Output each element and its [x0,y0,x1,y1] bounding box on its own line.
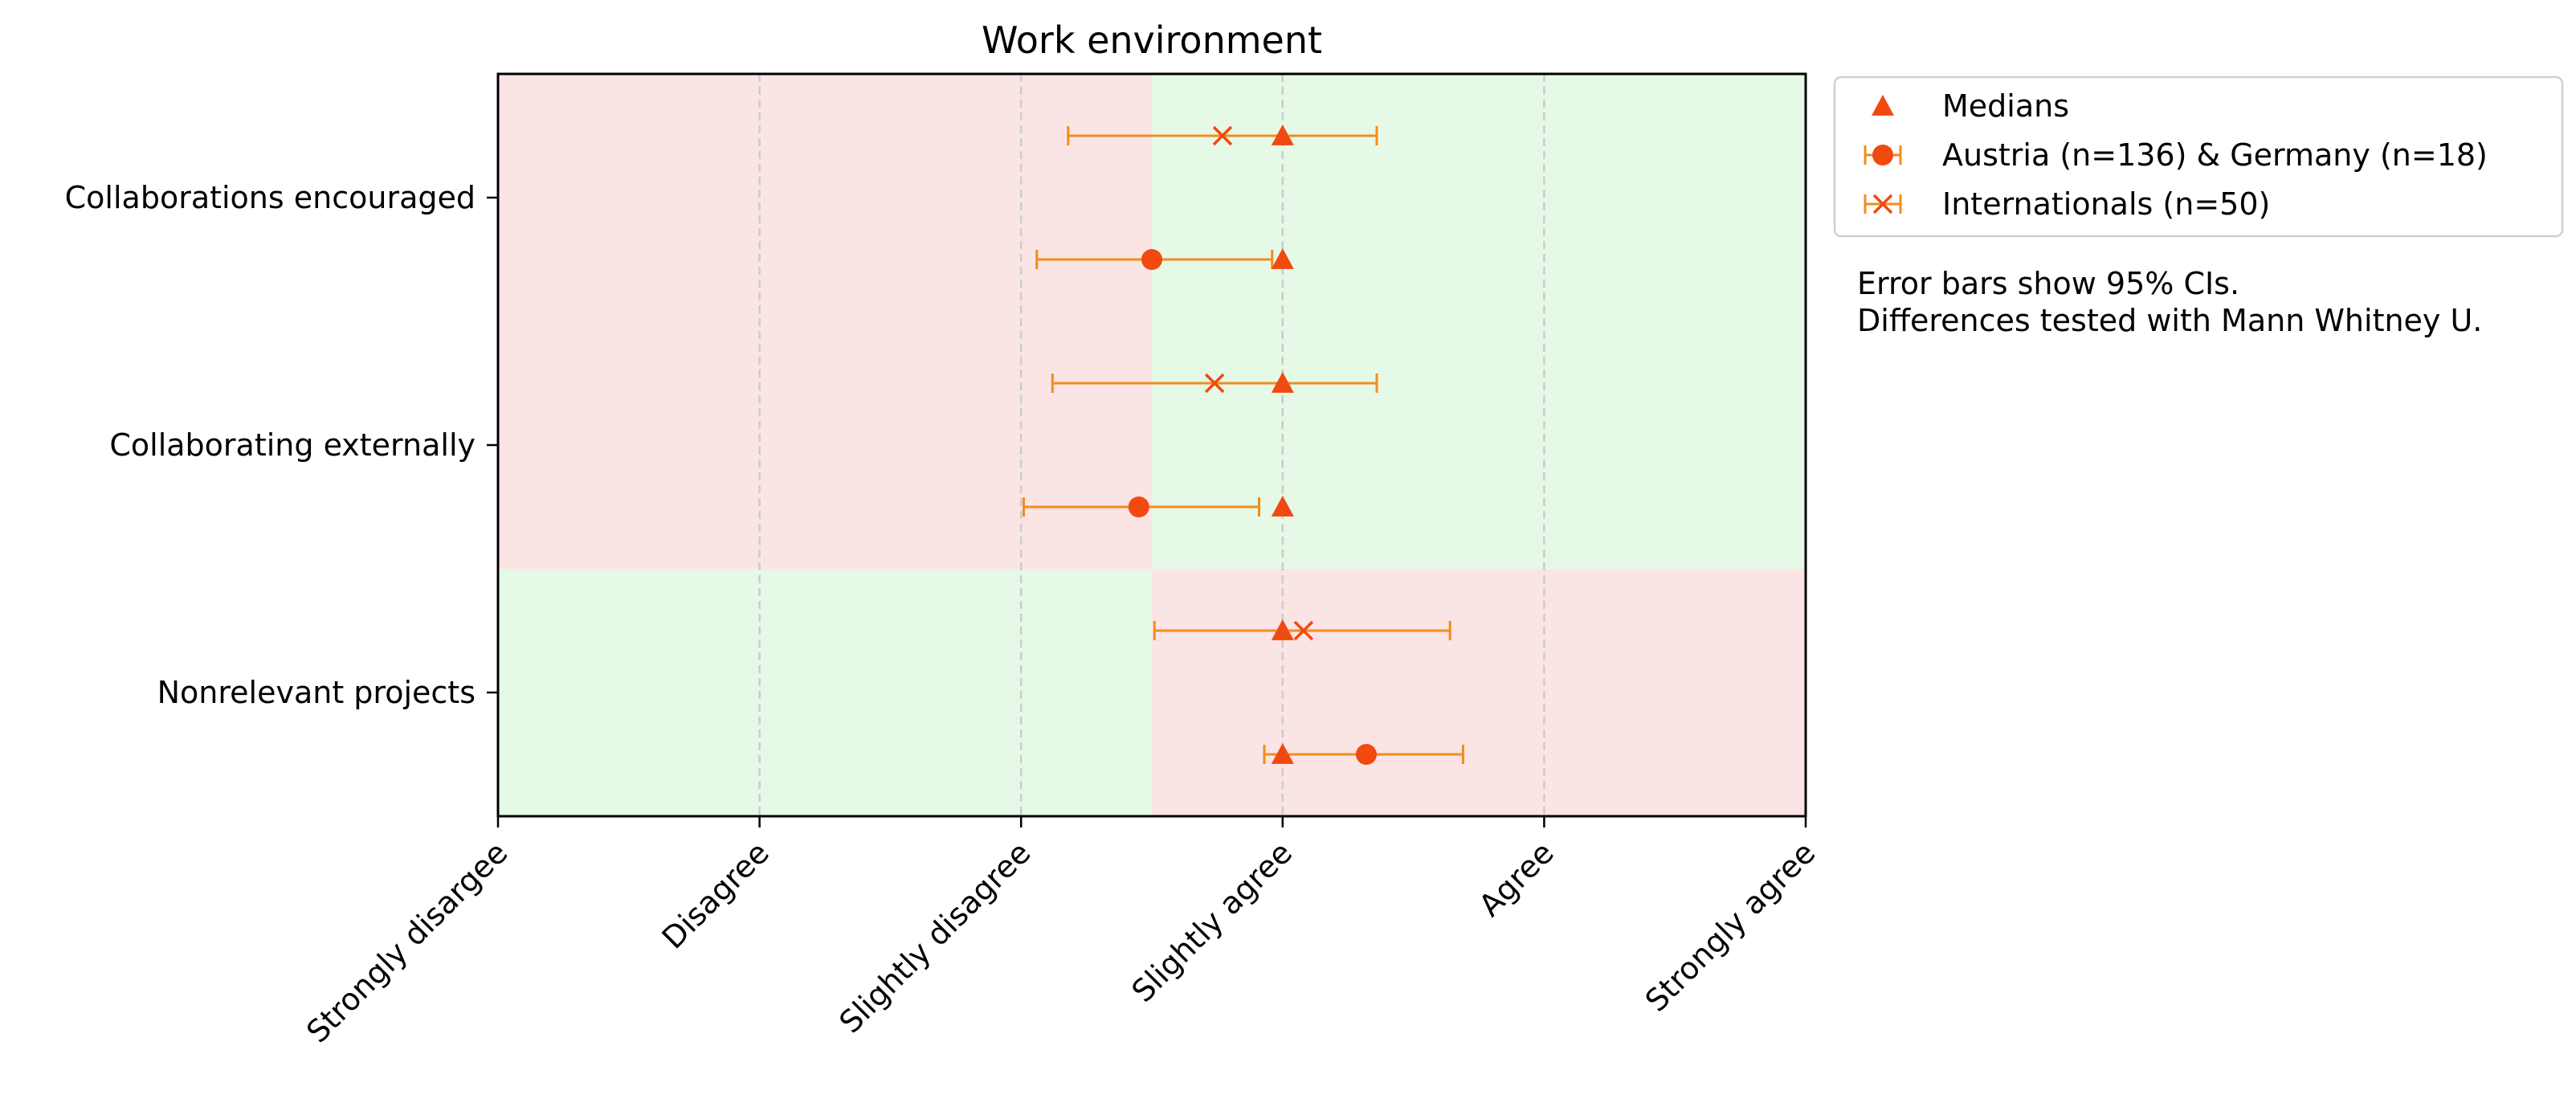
median-marker [1271,619,1294,640]
x-tick-label: Disagree [655,835,776,955]
legend-circle-marker [1872,145,1893,165]
x-tick-label: Strongly disargee [300,835,514,1049]
note-line: Error bars show 95% CIs. [1857,266,2239,301]
x-tick-label: Slightly disagree [832,835,1037,1040]
y-tick-label: Collaborating externally [109,427,476,463]
median-marker [1271,125,1294,145]
y-tick-label: Collaborations encouraged [65,180,476,215]
y-tick-label: Nonrelevant projects [157,675,476,710]
legend-label: Medians [1942,88,2069,124]
median-marker [1271,248,1294,269]
austria-germany-mean-marker [1141,249,1162,270]
cross-stroke [1212,125,1233,146]
median-marker [1271,743,1294,764]
austria-germany-mean-marker [1128,496,1149,517]
region-agree [1152,321,1806,569]
region-agree [1152,74,1806,321]
region-disagree [498,321,1152,569]
legend: Medians Austria (n=136) & Germany (n=18) I… [1833,76,2564,238]
median-marker [1271,372,1294,393]
x-tick-label: Slightly agree [1125,835,1299,1009]
internationals-mean-marker [1293,620,1314,641]
background-regions [498,74,1806,816]
legend-box [1833,76,2564,238]
cross-stroke [1204,373,1225,394]
median-marker [1271,496,1294,517]
austria-germany-mean-marker [1355,744,1377,765]
cross-stroke [1872,194,1893,215]
legend-label: Internationals (n=50) [1942,186,2270,222]
region-agree [1152,569,1806,816]
region-disagree [498,74,1152,321]
legend-median-marker [1872,95,1894,116]
chart-title: Work environment [982,18,1322,62]
annotation-note: Error bars show 95% CIs.Differences test… [1857,266,2482,338]
x-tick-label: Agree [1472,835,1561,923]
internationals-mean-marker [1212,125,1233,146]
legend-label: Austria (n=136) & Germany (n=18) [1942,137,2488,173]
x-tick-label: Strongly agree [1639,835,1823,1019]
grid-lines [758,74,1545,816]
internationals-mean-marker [1204,373,1225,394]
note-line: Differences tested with Mann Whitney U. [1857,303,2482,338]
region-disagree [498,569,1152,816]
data-marks [1022,125,1464,765]
legend-cross-marker [1872,194,1893,215]
cross-stroke [1293,620,1314,641]
